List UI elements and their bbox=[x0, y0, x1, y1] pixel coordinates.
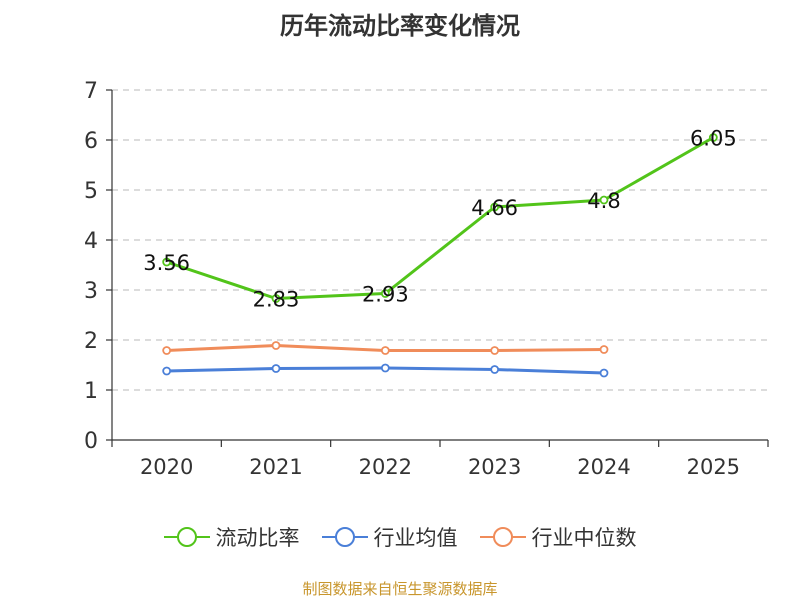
legend-item-current-ratio[interactable]: 流动比率 bbox=[163, 522, 300, 552]
y-tick-label-0: 0 bbox=[84, 429, 98, 454]
axes: 0 1 2 3 4 5 6 7 2020 2021 2022 2023 2024 2025 bbox=[84, 79, 769, 479]
legend-item-industry-median[interactable]: 行业中位数 bbox=[479, 522, 637, 552]
series-line-0 bbox=[166, 136, 715, 300]
data-point-0-2021 bbox=[271, 294, 281, 303]
data-label-0-2022: 2.93 bbox=[362, 283, 409, 307]
data-source-note: 制图数据来自恒生聚源数据库 bbox=[302, 580, 498, 598]
data-point-2-2024 bbox=[599, 345, 609, 354]
data-point-2-2022 bbox=[380, 346, 390, 355]
data-point-1-2021 bbox=[271, 364, 281, 373]
data-point-2-2020 bbox=[162, 346, 172, 355]
data-label-0-2025: 6.05 bbox=[690, 127, 737, 151]
legend: 流动比率 行业均值 行业中位数 bbox=[0, 519, 800, 555]
y-tick-label-6: 6 bbox=[84, 129, 98, 154]
data-point-0-2023 bbox=[490, 202, 500, 212]
y-tick-label-3: 3 bbox=[84, 279, 98, 304]
x-tick-label-2022: 2022 bbox=[359, 455, 412, 479]
data-label-0-2021: 2.83 bbox=[253, 288, 300, 312]
data-point-0-2024 bbox=[599, 195, 609, 205]
y-tick-label-5: 5 bbox=[84, 179, 98, 204]
legend-item-industry-mean[interactable]: 行业均值 bbox=[321, 522, 458, 552]
x-tick-label-2020: 2020 bbox=[140, 455, 193, 479]
data-point-1-2022 bbox=[380, 363, 390, 373]
legend-label-industry-median: 行业中位数 bbox=[531, 526, 637, 550]
data-point-1-2023 bbox=[490, 365, 500, 374]
data-label-0-2023: 4.66 bbox=[471, 196, 518, 220]
data-point-0-2022 bbox=[380, 289, 390, 298]
data-labels: 3.56 2.83 2.93 4.66 4.8 6.05 bbox=[143, 127, 736, 312]
legend-marker-industry-median bbox=[479, 527, 526, 547]
series-lines bbox=[162, 133, 718, 378]
data-point-2-2021 bbox=[271, 341, 281, 350]
y-tick-label-4: 4 bbox=[84, 229, 98, 254]
data-point-0-2025 bbox=[708, 133, 718, 142]
x-tick-label-2025: 2025 bbox=[687, 455, 740, 479]
data-label-0-2020: 3.56 bbox=[143, 251, 190, 275]
data-point-2-2023 bbox=[490, 346, 500, 355]
y-tick-label-7: 7 bbox=[84, 79, 98, 104]
x-tick-label-2024: 2024 bbox=[577, 455, 630, 479]
legend-label-industry-mean: 行业均值 bbox=[373, 526, 458, 550]
legend-label-current-ratio: 流动比率 bbox=[215, 526, 300, 550]
grid-lines bbox=[112, 89, 768, 391]
legend-marker-industry-mean bbox=[321, 527, 368, 547]
legend-marker-current-ratio bbox=[163, 527, 210, 547]
data-point-0-2020 bbox=[162, 257, 172, 267]
data-point-1-2024 bbox=[599, 368, 609, 378]
x-tick-label-2023: 2023 bbox=[468, 455, 521, 479]
y-tick-label-1: 1 bbox=[84, 379, 98, 404]
data-point-1-2020 bbox=[162, 366, 172, 376]
chart-title: 历年流动比率变化情况 bbox=[280, 12, 520, 40]
data-label-0-2024: 4.8 bbox=[587, 189, 620, 213]
x-tick-label-2021: 2021 bbox=[249, 455, 302, 479]
y-tick-label-2: 2 bbox=[84, 329, 98, 354]
